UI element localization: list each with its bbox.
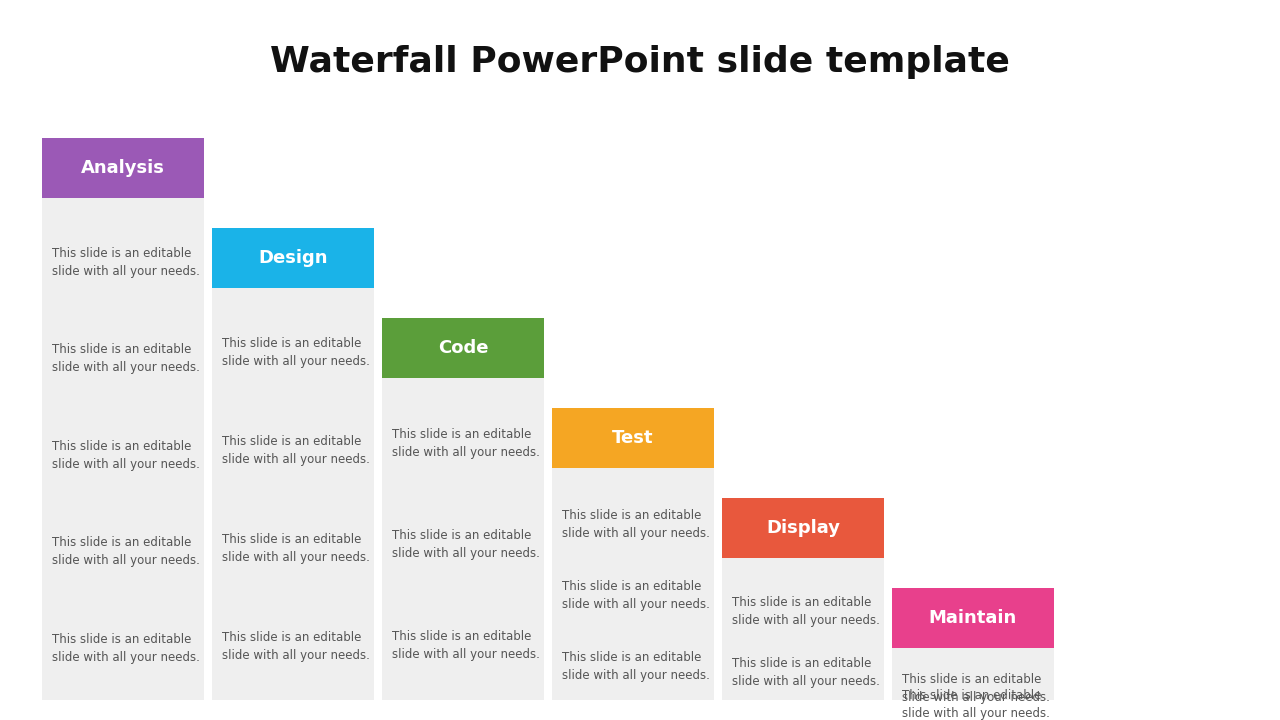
Text: Design: Design [259,249,328,267]
Text: Display: Display [765,519,840,537]
Text: Analysis: Analysis [81,159,165,177]
Text: Maintain: Maintain [929,609,1018,627]
Bar [212,228,374,288]
Text: This slide is an editable
slide with all your needs.: This slide is an editable slide with all… [52,536,200,567]
Bar [212,288,374,700]
Bar [42,138,204,198]
Text: This slide is an editable
slide with all your needs.: This slide is an editable slide with all… [221,631,370,662]
Text: This slide is an editable
slide with all your needs.: This slide is an editable slide with all… [52,632,200,664]
Bar [722,498,884,558]
Text: This slide is an editable
slide with all your needs.: This slide is an editable slide with all… [221,534,370,564]
Text: This slide is an editable
slide with all your needs.: This slide is an editable slide with all… [902,672,1050,703]
Text: This slide is an editable
slide with all your needs.: This slide is an editable slide with all… [392,428,540,459]
Text: This slide is an editable
slide with all your needs.: This slide is an editable slide with all… [392,629,540,660]
Text: This slide is an editable
slide with all your needs.: This slide is an editable slide with all… [52,247,200,278]
Bar [722,558,884,700]
Text: This slide is an editable
slide with all your needs.: This slide is an editable slide with all… [221,436,370,467]
Bar [552,408,714,468]
Text: Test: Test [612,429,654,447]
Bar [892,648,1053,700]
Text: This slide is an editable
slide with all your needs.: This slide is an editable slide with all… [52,440,200,471]
Bar [892,588,1053,648]
Text: Code: Code [438,339,488,357]
Text: This slide is an editable
slide with all your needs.: This slide is an editable slide with all… [562,509,710,540]
Bar [552,468,714,700]
Text: Waterfall PowerPoint slide template: Waterfall PowerPoint slide template [270,45,1010,79]
Text: This slide is an editable
slide with all your needs.: This slide is an editable slide with all… [902,689,1050,720]
Text: This slide is an editable
slide with all your needs.: This slide is an editable slide with all… [732,596,879,627]
Text: This slide is an editable
slide with all your needs.: This slide is an editable slide with all… [732,657,879,688]
Bar [381,318,544,378]
Text: This slide is an editable
slide with all your needs.: This slide is an editable slide with all… [562,651,710,682]
Bar [42,198,204,700]
Text: This slide is an editable
slide with all your needs.: This slide is an editable slide with all… [392,529,540,560]
Text: This slide is an editable
slide with all your needs.: This slide is an editable slide with all… [562,580,710,611]
Text: This slide is an editable
slide with all your needs.: This slide is an editable slide with all… [221,338,370,369]
Text: This slide is an editable
slide with all your needs.: This slide is an editable slide with all… [52,343,200,374]
Bar [381,378,544,700]
